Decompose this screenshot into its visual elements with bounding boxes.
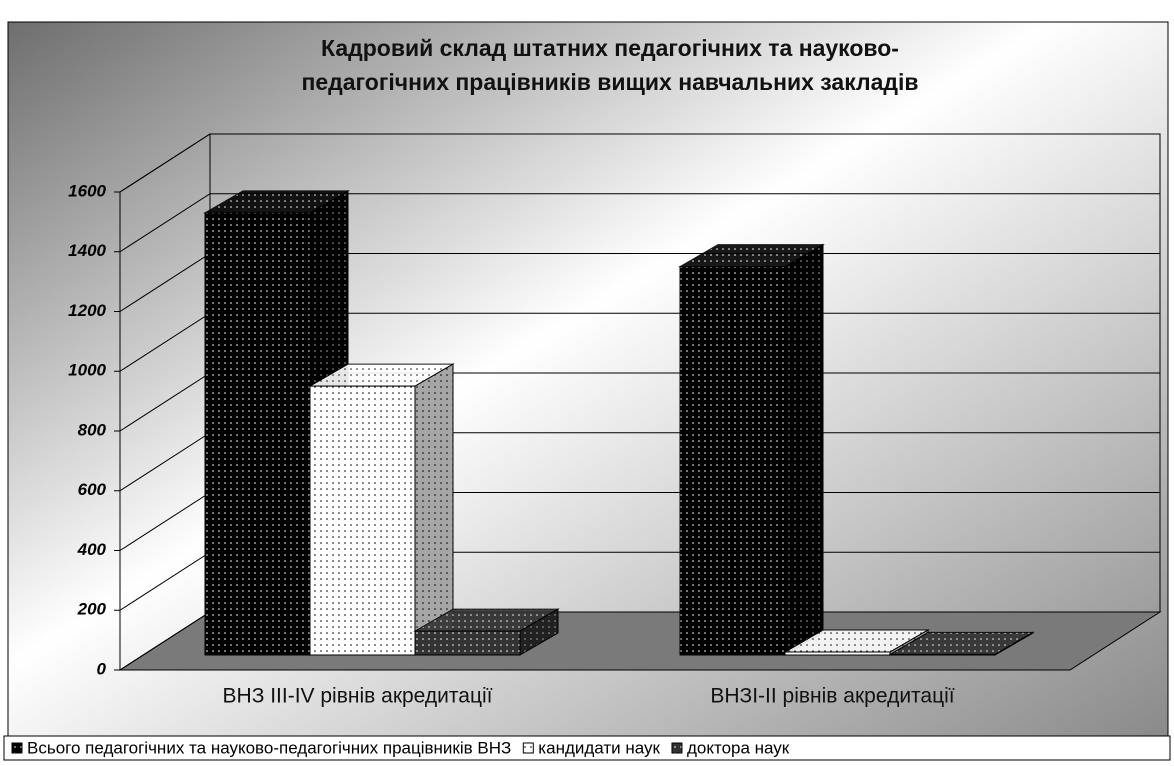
chart-title: педагогічних працівників вищих навчальни… <box>301 69 918 95</box>
bar-side-shade <box>785 244 823 655</box>
bar-front <box>679 266 786 656</box>
bar-front <box>889 653 996 656</box>
bar <box>308 363 455 656</box>
x-tick-label: ВНЗ III-IV рівнів акредитації <box>223 685 493 708</box>
grid-line <box>119 193 1160 253</box>
legend-swatch <box>11 742 23 754</box>
bar <box>783 629 930 656</box>
y-tick-label: 1000 <box>68 361 106 380</box>
legend-swatch <box>522 742 534 754</box>
y-tick-label: 1400 <box>68 241 106 260</box>
y-tick-label: 1600 <box>68 181 106 200</box>
y-tick-label: 400 <box>77 540 107 559</box>
bar-front <box>784 651 891 656</box>
bar-side-shade <box>415 364 453 655</box>
bar <box>413 608 560 656</box>
bar-front <box>204 212 311 656</box>
legend-box <box>3 735 1171 761</box>
x-tick-label: ВНЗI-II рівнів акредитації <box>710 685 954 708</box>
legend-swatch <box>671 742 683 754</box>
bar-side-shade <box>995 632 1033 655</box>
y-tick-label: 0 <box>97 659 107 678</box>
legend-label: кандидати наук <box>538 738 660 757</box>
y-tick-label: 1200 <box>68 301 106 320</box>
bar-front <box>309 385 416 656</box>
legend-label: Всього педагогічних та науково-педагогіч… <box>27 738 511 757</box>
chart-title: Кадровий склад штатних педагогічних та н… <box>321 35 899 61</box>
bar <box>888 631 1035 656</box>
grid-line <box>119 133 1160 193</box>
legend-label: доктора наук <box>687 738 790 757</box>
bar <box>678 243 825 656</box>
bar-side-shade <box>520 609 558 655</box>
bar-front <box>414 630 521 656</box>
y-tick-label: 600 <box>78 480 107 499</box>
y-tick-label: 800 <box>78 420 107 439</box>
y-tick-label: 200 <box>77 600 107 619</box>
